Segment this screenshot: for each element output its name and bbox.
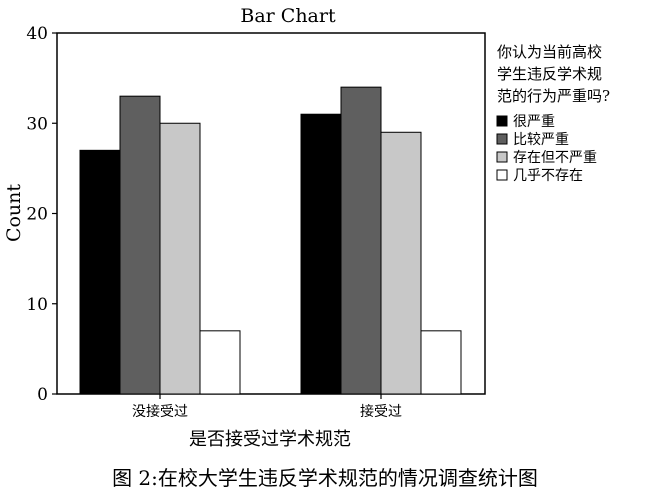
bars-group bbox=[79, 86, 462, 395]
figure-caption: 图 2:在校大学生违反学术规范的情况调查统计图 bbox=[112, 466, 538, 490]
legend-label: 比较严重 bbox=[513, 132, 569, 148]
legend-swatch bbox=[496, 151, 508, 163]
x-axis-label: 是否接受过学术规范 bbox=[189, 429, 351, 450]
y-tick-label: 20 bbox=[26, 205, 48, 225]
legend-label: 很严重 bbox=[513, 114, 555, 130]
y-tick-label: 10 bbox=[26, 295, 48, 315]
bar bbox=[380, 131, 422, 395]
x-tick-label: 接受过 bbox=[360, 403, 402, 420]
legend-swatch bbox=[496, 169, 508, 181]
y-tick-label: 0 bbox=[37, 385, 48, 405]
y-axis: 0 10 20 30 40 bbox=[26, 24, 57, 405]
legend-swatch bbox=[496, 133, 508, 145]
legend-swatch bbox=[496, 115, 508, 127]
y-tick-label: 40 bbox=[26, 24, 48, 44]
bar bbox=[199, 330, 241, 395]
bar bbox=[79, 149, 121, 395]
legend-title: 你认为当前高校学生违反学术规范的行为严重吗? bbox=[497, 43, 610, 105]
legend-label: 存在但不严重 bbox=[513, 150, 597, 166]
bar bbox=[420, 330, 462, 395]
y-tick-label: 30 bbox=[26, 114, 48, 134]
y-axis-label: Count bbox=[3, 184, 25, 242]
bar bbox=[340, 86, 382, 395]
bar bbox=[300, 113, 342, 395]
bar bbox=[159, 122, 201, 395]
bar bbox=[119, 95, 161, 395]
chart-title: Bar Chart bbox=[240, 5, 336, 27]
legend-label: 几乎不存在 bbox=[513, 168, 583, 184]
x-axis: 没接受过 接受过 bbox=[132, 394, 402, 420]
x-tick-label: 没接受过 bbox=[132, 403, 188, 420]
